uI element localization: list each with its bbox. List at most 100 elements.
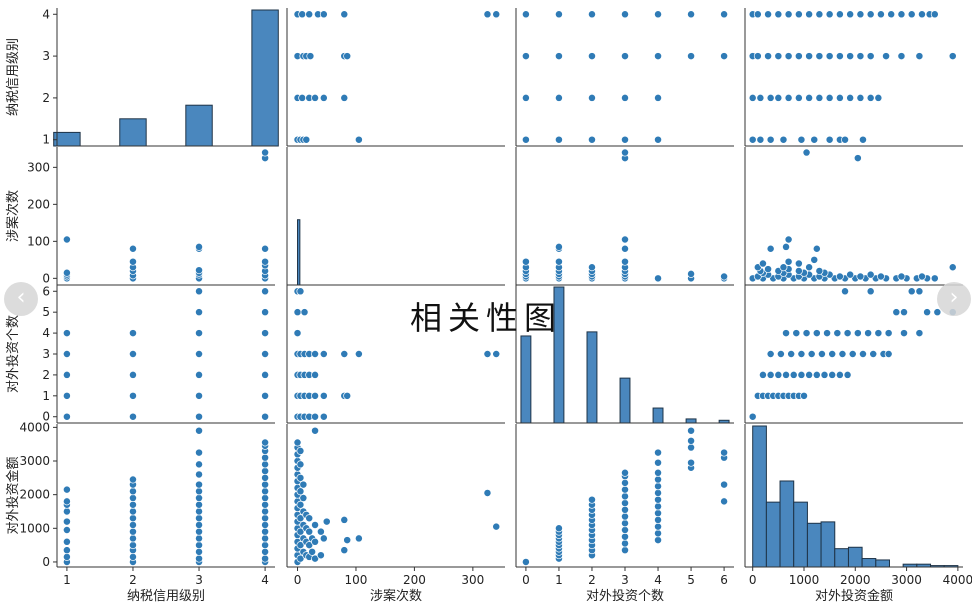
scatter-point [311, 350, 320, 358]
scatter-point [779, 135, 788, 144]
scatter-point [654, 522, 662, 531]
scatter-point [887, 10, 896, 19]
scatter-point [856, 10, 865, 19]
scatter-point [296, 287, 305, 296]
scatter-point [810, 135, 819, 144]
scatter-point [261, 329, 270, 338]
scatter-point [820, 370, 829, 379]
scatter-point [354, 534, 363, 543]
hist-bar [793, 501, 808, 568]
scatter-point [621, 532, 629, 541]
scatter-point [340, 546, 349, 555]
scatter-point [907, 287, 916, 296]
scatter-point [621, 257, 629, 266]
scatter-point [296, 473, 305, 482]
scatter-point [621, 10, 629, 19]
scatter-point [753, 10, 762, 19]
scatter-point [129, 487, 137, 496]
scatter-point [825, 93, 834, 102]
scatter-point [654, 10, 662, 19]
scatter-point [340, 350, 349, 358]
scatter-point [774, 93, 783, 102]
scatter-point [621, 546, 629, 555]
y-tick-label: 300 [27, 160, 50, 174]
scatter-point [293, 438, 302, 447]
scatter-point [195, 494, 203, 502]
scatter-point [833, 329, 842, 338]
scatter-point [129, 475, 137, 484]
scatter-point [62, 552, 71, 561]
scatter-point [62, 235, 71, 244]
scatter-point [794, 10, 803, 19]
scatter-point [720, 52, 729, 61]
scatter-point [654, 274, 662, 283]
hist-bar [619, 377, 631, 424]
scatter-point [805, 52, 814, 61]
hist-bar [820, 521, 836, 568]
scatter-point [907, 10, 916, 19]
scatter-point [261, 487, 270, 496]
scatter-point [62, 268, 71, 277]
scatter-point [687, 426, 696, 435]
scatter-point [654, 468, 662, 477]
scatter-point [892, 308, 901, 317]
panel-0-2 [515, 8, 734, 147]
scatter-point [261, 541, 270, 550]
scatter-point [866, 52, 875, 61]
y-tick-label: 3 [42, 49, 50, 63]
scatter-point [782, 329, 790, 338]
scatter-point [843, 329, 852, 338]
scatter-point [261, 412, 270, 421]
x-tick-label: 100 [345, 573, 368, 587]
scatter-point [782, 370, 790, 379]
scatter-point [800, 391, 808, 400]
previous-arrow-icon[interactable]: ‹ [4, 282, 38, 316]
scatter-point [884, 329, 893, 338]
scatter-point [305, 541, 314, 550]
scatter-point [521, 257, 530, 266]
scatter-point [195, 426, 203, 435]
scatter-point [62, 350, 71, 358]
x-tick-label: 3 [621, 573, 629, 587]
scatter-point [766, 244, 775, 253]
scatter-point [846, 52, 855, 61]
scatter-point [846, 270, 855, 279]
scatter-point [588, 10, 596, 19]
scatter-point [621, 485, 629, 494]
scatter-point [825, 52, 834, 61]
y-axis-label: 纳税信用级别 [6, 38, 21, 116]
scatter-point [354, 135, 363, 144]
scatter-point [261, 438, 270, 447]
x-axis-label: 涉案次数 [370, 588, 422, 604]
scatter-point [298, 93, 307, 102]
scatter-point [299, 494, 308, 502]
scatter-point [759, 370, 767, 379]
y-axis-label: 涉案次数 [5, 190, 21, 242]
scatter-point [915, 329, 924, 338]
scatter-point [483, 10, 492, 19]
scatter-point [195, 460, 203, 469]
x-tick-label: 200 [403, 573, 426, 587]
scatter-point [554, 52, 563, 61]
scatter-point [261, 453, 270, 462]
scatter-point [856, 93, 865, 102]
scatter-point [687, 458, 696, 467]
scatter-point [815, 266, 824, 275]
scatter-point [897, 10, 906, 19]
panel-1-3 [744, 147, 963, 286]
x-tick-label: 0 [522, 573, 530, 587]
scatter-point [797, 370, 806, 379]
scatter-point [748, 412, 757, 421]
panel-2-1 [286, 285, 505, 424]
scatter-point [261, 148, 270, 157]
hist-bar [251, 9, 279, 147]
scatter-point [306, 52, 315, 61]
scatter-point [621, 505, 629, 514]
scatter-point [900, 329, 908, 338]
scatter-point [129, 527, 137, 536]
scatter-point [129, 391, 137, 400]
scatter-point [621, 468, 629, 477]
next-arrow-icon[interactable]: › [937, 282, 971, 316]
scatter-point [296, 541, 305, 550]
